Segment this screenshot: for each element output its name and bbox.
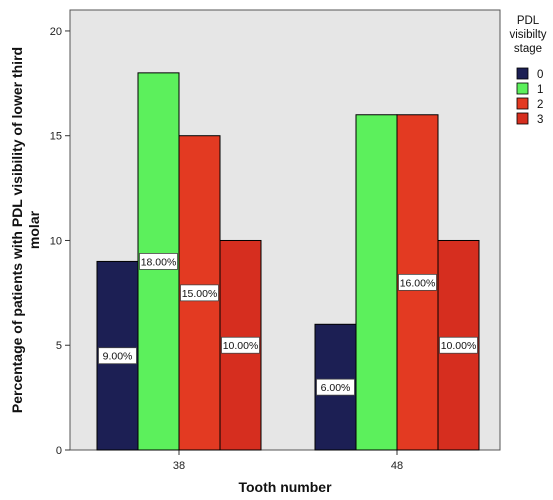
bar-48-stage-1 — [355, 114, 398, 451]
data-label-box — [139, 253, 178, 270]
legend-swatch-3 — [516, 112, 529, 125]
legend-title: PDL visibilty stage — [509, 15, 546, 55]
y-tick-label: 5 — [56, 340, 62, 352]
y-tick-label: 0 — [56, 445, 62, 457]
data-label: 10.00% — [223, 340, 259, 352]
data-label-box — [316, 378, 355, 396]
y-axis: 0 5 10 15 20 — [50, 26, 70, 457]
data-label: 18.00% — [141, 256, 177, 268]
data-label: 9.00% — [103, 351, 133, 363]
data-label: 10.00% — [441, 340, 477, 352]
data-label-box — [398, 273, 437, 291]
data-label-box — [98, 347, 137, 365]
y-tick-label: 15 — [50, 131, 62, 143]
data-label: 15.00% — [182, 288, 218, 300]
legend-swatch-2 — [516, 97, 529, 110]
legend-label-1: 1 — [537, 84, 543, 96]
legend-swatch-0 — [516, 67, 529, 80]
data-label-box — [180, 284, 219, 302]
y-tick-label: 20 — [50, 26, 62, 38]
legend-label-2: 2 — [537, 99, 543, 111]
data-label-box — [221, 336, 260, 354]
data-labels-group: 9.00% 18.00% 15.00% 10.00% 6.00% 16.00% 10.00% — [98, 253, 478, 396]
x-axis-title: Tooth number — [238, 479, 332, 495]
legend-label-0: 0 — [537, 69, 543, 81]
data-label: 6.00% — [321, 382, 351, 394]
y-axis-title: Percentage of patients with PDL visibili… — [9, 47, 42, 413]
legend: PDL visibilty stage 0 1 2 3 — [509, 15, 546, 126]
legend-swatch-1 — [516, 82, 529, 95]
data-label: 16.00% — [400, 277, 436, 289]
x-tick-label: 38 — [173, 460, 185, 472]
x-axis: 38 48 — [173, 450, 403, 472]
data-label-box — [439, 336, 478, 354]
y-tick-label: 10 — [50, 235, 62, 247]
x-tick-label: 48 — [391, 460, 403, 472]
legend-label-3: 3 — [537, 114, 543, 126]
